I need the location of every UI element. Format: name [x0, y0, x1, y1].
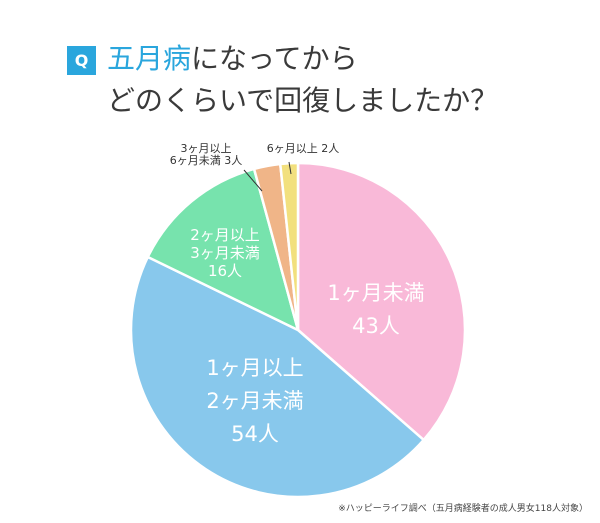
- title-line-2: どのくらいで回復しましたか？: [107, 84, 499, 117]
- slice-label-line: 6ヶ月未満 3人: [170, 154, 243, 167]
- slice-label-line: 2ヶ月未満: [206, 389, 303, 413]
- slice-label-line: 1ヶ月以上: [206, 356, 303, 380]
- title-accent-text: 五月病: [107, 42, 192, 75]
- slice-label-line: 3ヶ月以上: [181, 142, 232, 155]
- slice-label: 3ヶ月以上 6ヶ月未満 3人: [170, 142, 243, 167]
- slice-label-line: 43人: [352, 314, 400, 338]
- title-line-1-rest: になってから: [191, 42, 358, 75]
- slice-label-line: 16人: [208, 262, 242, 280]
- slice-label: 1ヶ月以上 2ヶ月未満 54人: [206, 356, 303, 446]
- slice-label: 2ヶ月以上 3ヶ月未満 16人: [190, 226, 260, 280]
- pie-slice: [296, 161, 467, 442]
- slice-label-line: 54人: [231, 422, 279, 446]
- pie-slice: [146, 167, 300, 333]
- slice-label-line: 3ヶ月未満: [190, 244, 260, 262]
- question-title: 五月病になってから どのくらいで回復しましたか？: [107, 38, 498, 122]
- slice-label: 6ヶ月以上 2人: [267, 142, 340, 155]
- source-footnote: ※ハッピーライフ調べ（五月病経験者の成人男女118人対象）: [338, 504, 588, 514]
- pie-slice: [129, 255, 426, 499]
- slice-label: 1ヶ月未満 43人: [327, 281, 424, 338]
- title-line-1: 五月病になってから: [107, 38, 498, 80]
- leader-line: [288, 161, 292, 175]
- slice-label-line: 2ヶ月以上: [190, 226, 260, 244]
- slice-label-line: 6ヶ月以上 2人: [267, 142, 340, 155]
- leader-line: [243, 169, 263, 192]
- question-badge: Q: [67, 46, 96, 75]
- slice-label-line: 1ヶ月未満: [327, 281, 424, 305]
